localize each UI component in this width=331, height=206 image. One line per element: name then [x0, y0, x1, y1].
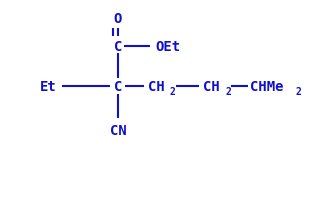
- Text: CN: CN: [110, 123, 126, 137]
- Text: C: C: [114, 40, 122, 54]
- Text: O: O: [114, 12, 122, 26]
- Text: 2: 2: [170, 87, 176, 97]
- Text: CH: CH: [203, 80, 220, 94]
- Text: CHMe: CHMe: [250, 80, 283, 94]
- Text: 2: 2: [225, 87, 231, 97]
- Text: 2: 2: [295, 87, 301, 97]
- Text: OEt: OEt: [155, 40, 180, 54]
- Text: CH: CH: [148, 80, 165, 94]
- Text: Et: Et: [40, 80, 57, 94]
- Text: C: C: [114, 80, 122, 94]
